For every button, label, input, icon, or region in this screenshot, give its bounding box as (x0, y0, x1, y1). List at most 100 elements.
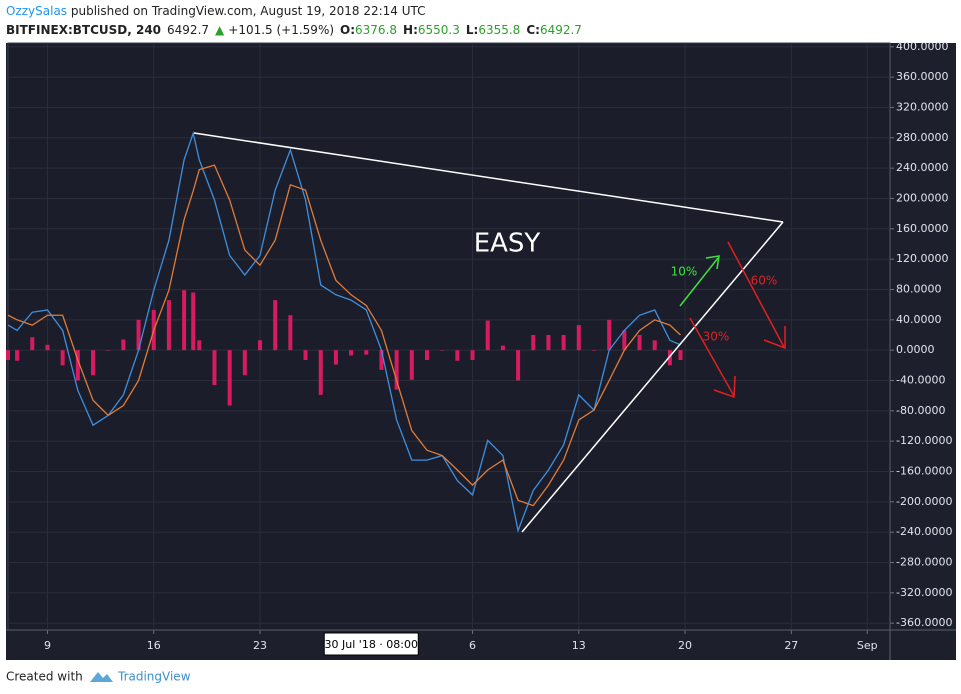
annotation-30: 30% (703, 330, 730, 344)
author[interactable]: OzzySalas (6, 4, 67, 18)
histogram-bar (288, 315, 293, 351)
series-line (7, 130, 681, 533)
histogram-bar (197, 340, 202, 351)
x-tick-label: 6 (469, 639, 476, 652)
change: +101.5 (+1.59%) (228, 23, 334, 37)
y-tick-label: 40.0000 (896, 313, 942, 326)
high: 6550.3 (418, 23, 460, 37)
crosshair-label-bg (323, 632, 419, 656)
histogram-bar (561, 334, 566, 351)
arrow-up-head (705, 255, 720, 270)
histogram-bar (607, 319, 612, 351)
histogram-bar (516, 350, 521, 381)
histogram-bar (652, 340, 657, 351)
histogram-bar (394, 350, 399, 390)
histogram-bar (409, 350, 414, 380)
x-tick-label: 9 (44, 639, 51, 652)
histogram-bar (6, 350, 10, 361)
y-tick-label: -80.0000 (896, 404, 945, 417)
l-label: L: (466, 23, 478, 37)
histogram-bar (333, 350, 338, 365)
y-tick-label: 0.0000 (896, 343, 935, 356)
histogram-bar (258, 340, 262, 351)
histogram-bar (318, 350, 323, 395)
close: 6492.7 (540, 23, 582, 37)
y-tick-label: 320.0000 (896, 100, 949, 113)
y-tick-label: -280.0000 (896, 556, 952, 569)
y-tick-label: 400.0000 (896, 40, 949, 53)
histogram-bar (227, 350, 232, 406)
arrow-down-2 (727, 241, 785, 348)
histogram-bar (531, 334, 536, 351)
histogram-bar (136, 319, 141, 351)
histogram-bar (106, 350, 111, 351)
arrow-down-1-head (713, 375, 736, 399)
annotation-easy: EASY (474, 229, 541, 259)
histogram-bar (485, 320, 490, 351)
histogram-bar (45, 344, 50, 351)
histogram-bar (546, 334, 551, 351)
y-tick-label: -120.0000 (896, 434, 952, 447)
x-tick-label: 23 (253, 639, 267, 652)
histogram-bar (591, 350, 596, 351)
y-tick-label: -160.0000 (896, 464, 952, 477)
annotation-10: 10% (671, 265, 698, 279)
published: published on TradingView.com, August 19,… (67, 4, 425, 18)
y-tick-label: -40.0000 (896, 373, 945, 386)
histogram-bar (166, 300, 171, 351)
histogram-bar (30, 337, 35, 351)
x-tick-label: 20 (678, 639, 692, 652)
header-line2: BITFINEX:BTCUSD, 240 6492.7 ▲ +101.5 (+1.59… (6, 23, 582, 37)
y-tick-label: -320.0000 (896, 586, 952, 599)
y-tick-label: 240.0000 (896, 161, 949, 174)
annotation-60: 60% (751, 274, 778, 288)
tv-logo (90, 672, 113, 682)
series-line (7, 164, 681, 507)
histogram-bar (440, 350, 445, 351)
footer-created: Created with (6, 670, 83, 684)
histogram-bar (470, 350, 475, 361)
histogram-bar (60, 350, 65, 366)
y-tick-label: -200.0000 (896, 495, 952, 508)
x-tick-label: 16 (147, 639, 161, 652)
histogram-bar (379, 350, 384, 370)
arrow-down-2-head (763, 326, 786, 350)
histogram-bar (622, 330, 627, 351)
histogram-bar (455, 350, 460, 361)
trendline-bottom (521, 221, 784, 533)
histogram-bar (303, 350, 308, 361)
histogram-bar (15, 350, 20, 361)
histogram-bar (364, 350, 369, 355)
o-label: O: (340, 23, 355, 37)
open: 6376.8 (355, 23, 397, 37)
y-tick-label: 360.0000 (896, 70, 949, 83)
y-tick-label: 80.0000 (896, 282, 942, 295)
x-tick-label: 30 Jul '18 · 08:00 (325, 638, 418, 651)
h-label: H: (403, 23, 418, 37)
histogram-bar (273, 300, 278, 351)
histogram-bar (349, 350, 354, 356)
y-tick-label: -240.0000 (896, 525, 952, 538)
histogram-bar (667, 350, 672, 366)
y-tick-label: 120.0000 (896, 252, 949, 265)
drawings (193, 132, 786, 533)
y-tick-label: 200.0000 (896, 191, 949, 204)
histogram-bar (576, 325, 581, 351)
x-tick-label: 27 (784, 639, 798, 652)
grid (8, 43, 890, 630)
histogram-bar (91, 350, 96, 376)
marks (6, 130, 683, 533)
histogram-bar (242, 350, 247, 376)
arrow-down-1 (689, 317, 735, 397)
y-tick-label: 280.0000 (896, 131, 949, 144)
c-label: C: (526, 23, 540, 37)
axes: 400.0000 360.0000 320.0000 280.0000 240.0000… (44, 40, 952, 656)
footer-brand[interactable]: TradingView (117, 670, 191, 684)
histogram-bar (678, 350, 683, 361)
last: 6492.7 (167, 23, 209, 37)
histogram-bar (75, 350, 80, 381)
arrow: ▲ (215, 23, 225, 37)
y-tick-label: -360.0000 (896, 616, 952, 629)
symbol: BITFINEX:BTCUSD, 240 (6, 23, 161, 37)
